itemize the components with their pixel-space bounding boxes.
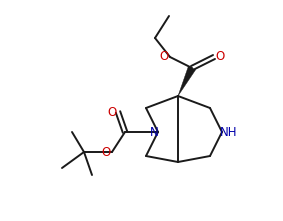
Text: O: O bbox=[159, 51, 169, 63]
Text: N: N bbox=[150, 126, 158, 139]
Text: O: O bbox=[107, 105, 117, 118]
Text: NH: NH bbox=[220, 126, 238, 139]
Polygon shape bbox=[178, 66, 196, 96]
Text: O: O bbox=[215, 51, 225, 63]
Text: O: O bbox=[101, 145, 111, 158]
